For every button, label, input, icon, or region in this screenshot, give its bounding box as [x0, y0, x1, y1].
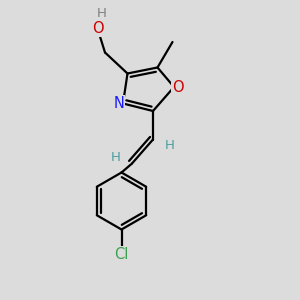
Text: H: H — [97, 7, 107, 20]
Text: O: O — [172, 80, 184, 94]
Text: Cl: Cl — [114, 247, 129, 262]
Text: H: H — [111, 151, 120, 164]
Text: O: O — [92, 21, 103, 36]
Text: N: N — [113, 96, 124, 111]
Text: H: H — [165, 139, 174, 152]
